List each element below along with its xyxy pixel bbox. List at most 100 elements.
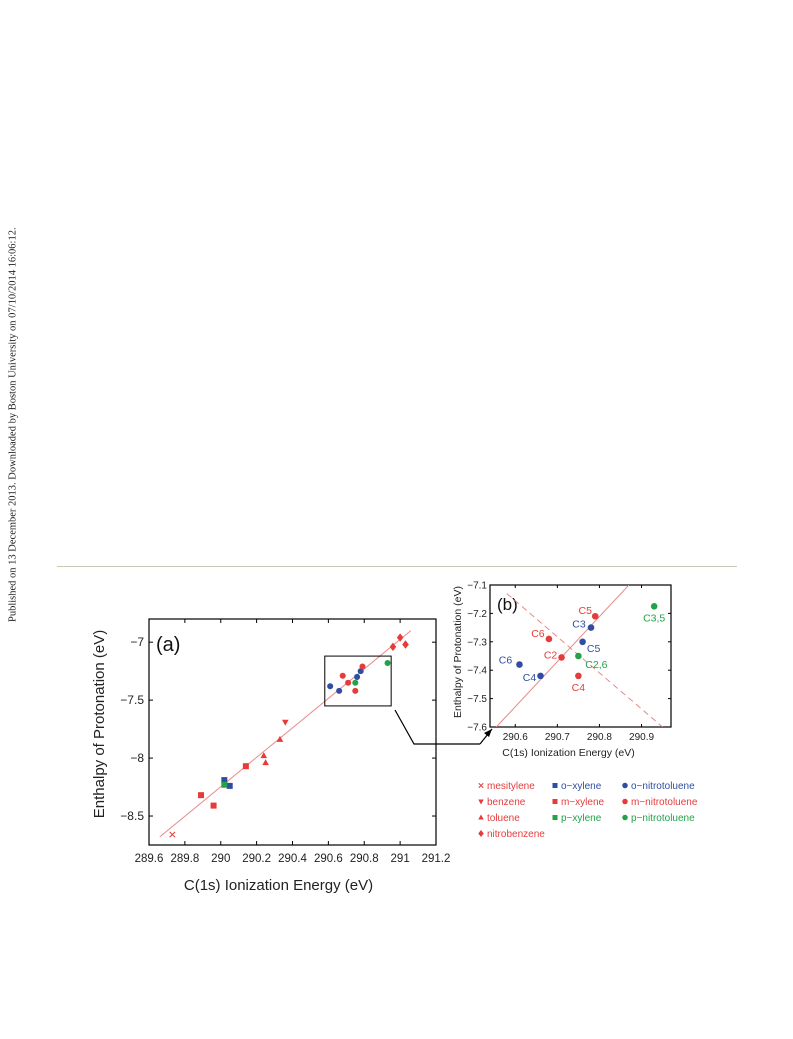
y-tick-label: −7.4 [467, 666, 487, 677]
arrow-head [484, 729, 492, 737]
data-point [327, 683, 334, 690]
legend-marker [478, 814, 484, 820]
fit-line [159, 630, 412, 838]
data-point [558, 654, 565, 661]
legend-label: m−nitrotoluene [631, 797, 698, 808]
data-point [276, 735, 284, 742]
y-tick-label: −7.5 [120, 693, 144, 707]
data-point [650, 603, 658, 610]
panel-b: 290.6 290.7 290.8 290.9 −7.6 −7.5 −7.4 −7.3 −7.2… [452, 581, 672, 759]
legend-label: nitrobenzene [487, 829, 545, 840]
legend-marker [552, 783, 558, 788]
legend-marker [552, 815, 558, 820]
x-tick-label: 290.4 [278, 853, 307, 865]
legend-label: o−xylene [561, 781, 602, 792]
legend-entry: benzene [478, 797, 526, 808]
data-point [575, 672, 582, 680]
legend-label: p−nitrotoluene [631, 813, 695, 824]
x-axis-label: C(1s) Ionization Energy (eV) [502, 747, 634, 759]
data-point [198, 792, 205, 799]
data-point [221, 777, 228, 784]
data-point [336, 687, 343, 694]
legend-entry: mesitylene [478, 781, 535, 792]
x-tick-label: 289.8 [170, 853, 199, 865]
point-label: C6 [531, 628, 545, 640]
legend-label: p−xylene [561, 813, 602, 824]
data-point [282, 719, 289, 726]
data-point [339, 672, 346, 679]
data-point [516, 661, 523, 668]
legend: mesitylene benzene toluene nitrobenzene o−xy… [478, 781, 698, 840]
y-tick-label: −7.5 [467, 694, 487, 705]
data-point [359, 663, 366, 670]
inset-region-box [324, 655, 392, 707]
point-label: C3,5 [643, 612, 665, 624]
data-point [352, 687, 359, 694]
y-axis-label: Enthalpy of Protonation (eV) [91, 630, 108, 818]
data-point [537, 672, 544, 680]
data-point [242, 763, 249, 770]
data-point [345, 679, 352, 686]
y-tick-label: −7.6 [467, 723, 487, 734]
y-tick-label: −7.2 [467, 609, 487, 620]
data-point [591, 612, 599, 620]
legend-entry: toluene [478, 813, 520, 824]
legend-marker [622, 814, 628, 821]
legend-entry: p−nitrotoluene [622, 813, 695, 824]
point-label: C5 [587, 643, 601, 655]
connector-line [394, 709, 480, 745]
legend-label: mesitylene [487, 781, 535, 792]
panel-a: 289.6 289.8 290 290.2 290.4 290.6 290.8 291 291.… [91, 618, 451, 894]
data-point [210, 802, 217, 809]
data-point [260, 752, 268, 759]
data-point [221, 781, 228, 788]
point-label: C3 [572, 619, 586, 631]
point-label: C6 [499, 655, 513, 667]
plot-area [159, 630, 412, 838]
x-tick-label: 290 [211, 853, 230, 865]
data-point [357, 668, 364, 675]
x-tick-label: 290.7 [545, 732, 570, 743]
data-point [402, 640, 409, 649]
x-tick-label: 290.6 [314, 853, 343, 865]
x-tick-label: 290.9 [629, 732, 654, 743]
data-point [389, 642, 397, 652]
x-tick-label: 291 [391, 853, 410, 865]
legend-marker [622, 782, 628, 789]
data-point [579, 638, 586, 646]
legend-label: m−xylene [561, 797, 605, 808]
y-tick-label: −7 [130, 635, 144, 649]
x-tick-label: 289.6 [135, 853, 164, 865]
panel-label: (a) [156, 634, 180, 656]
data-point [354, 673, 361, 680]
data-point [169, 831, 176, 838]
x-tick-label: 291.2 [422, 853, 451, 865]
legend-entry: nitrobenzene [478, 829, 545, 840]
legend-label: toluene [487, 813, 520, 824]
x-tick-label: 290.8 [587, 732, 612, 743]
legend-label: benzene [487, 797, 526, 808]
panel-label: (b) [497, 595, 518, 614]
legend-entry: m−xylene [552, 797, 605, 808]
data-point [384, 660, 391, 667]
plot-area [495, 585, 663, 727]
x-tick-label: 290.8 [350, 853, 379, 865]
y-tick-label: −7.3 [467, 637, 487, 648]
x-axis-label: C(1s) Ionization Energy (eV) [184, 877, 373, 894]
x-tick-label: 290.6 [503, 732, 528, 743]
legend-entry: m−nitrotoluene [622, 797, 698, 808]
data-point [352, 679, 359, 686]
data-point [262, 759, 269, 766]
legend-marker [552, 799, 558, 804]
point-label: C4 [523, 672, 537, 684]
panel-a-frame [148, 618, 437, 846]
data-point [587, 624, 595, 631]
data-point [575, 652, 582, 660]
dashed-line [506, 593, 663, 727]
data-point [226, 782, 233, 789]
point-label: C2,6 [585, 659, 607, 671]
point-label: C5 [579, 605, 593, 617]
y-tick-label: −8 [130, 751, 144, 765]
data-point [545, 635, 553, 643]
